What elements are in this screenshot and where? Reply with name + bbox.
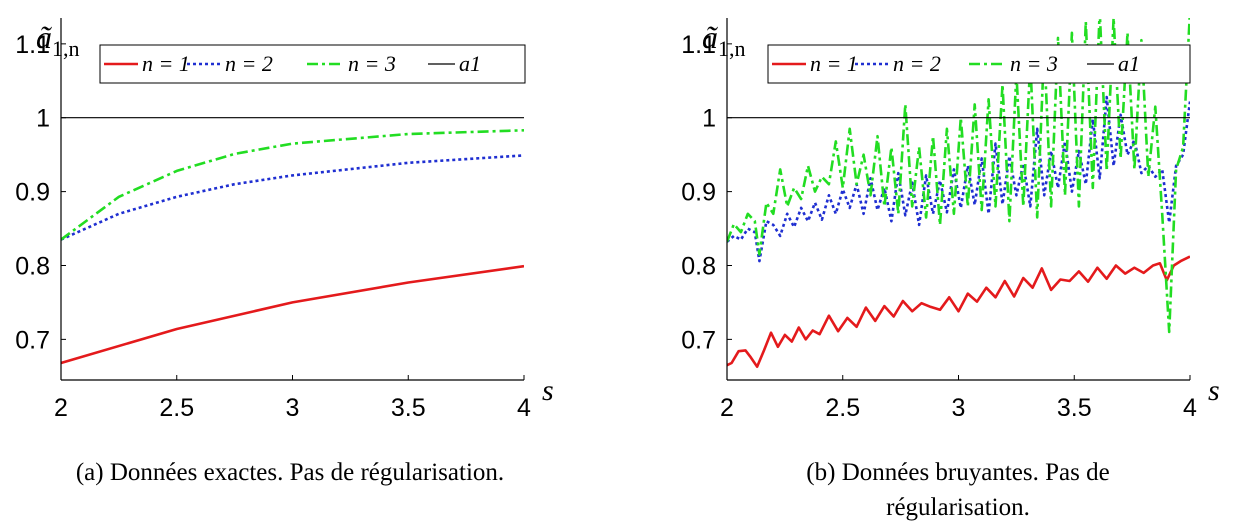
y-tick-label: 0.7 [681, 326, 716, 354]
series-line-n-1 [727, 255, 1190, 369]
series-line-n-3 [727, 18, 1190, 334]
y-tick-label: 0.8 [681, 252, 716, 280]
y-tick-label: 0.7 [15, 326, 50, 354]
y-tick-label: 1 [36, 105, 50, 133]
x-tick-label: 3.5 [391, 394, 426, 422]
series-line-n-2 [727, 95, 1190, 263]
y-tick-label: 0.9 [681, 179, 716, 207]
legend-label: a1 [459, 51, 481, 76]
legend-label: n = 1 [810, 51, 858, 76]
x-axis-label: s [542, 374, 554, 407]
plot-area [727, 18, 1190, 369]
x-tick-label: 2 [720, 394, 734, 422]
x-axis-label: s [1208, 374, 1220, 407]
y-label-subscript: 1,n [718, 36, 746, 61]
y-tick-label: 1 [702, 105, 716, 133]
y-tick-label: 1.1 [15, 31, 50, 59]
chart-a-exact-data: 2 2.5 3 3.5 4 0.7 0.8 0.9 1 1.1ã1,n s n = 1 n = 2 n =… [15, 18, 554, 486]
x-tick-label: 2.5 [159, 394, 194, 422]
y-tick-label: 1.1 [681, 31, 716, 59]
y-tick-label: 0.8 [15, 252, 50, 280]
chart-caption: régularisation. [886, 494, 1030, 521]
x-tick-label: 2 [54, 394, 68, 422]
y-label-subscript: 1,n [52, 36, 80, 61]
x-tick-label: 3 [952, 394, 966, 422]
chart-caption: (a) Données exactes. Pas de régularisati… [76, 459, 504, 486]
legend-label: n = 2 [893, 51, 941, 76]
chart-b-noisy-data: 2 2.5 3 3.5 4 0.7 0.8 0.9 1 1.1ã1,n s n = 1 n = 2 n =… [681, 18, 1220, 521]
x-tick-label: 3.5 [1057, 394, 1092, 422]
x-tick-label: 4 [517, 394, 531, 422]
chart-caption: (b) Données bruyantes. Pas de [806, 459, 1109, 486]
legend-label: n = 1 [142, 51, 190, 76]
series-line-n-3 [61, 129, 524, 241]
legend-label: n = 3 [1010, 51, 1058, 76]
y-label-base: ã [702, 19, 718, 55]
legend-label: n = 3 [348, 51, 396, 76]
plot-area [61, 117, 524, 365]
y-axis-label: ã1,n [36, 19, 80, 61]
x-tick-label: 3 [286, 394, 300, 422]
x-tick-label: 4 [1183, 394, 1197, 422]
y-label-base: ã [36, 19, 52, 55]
legend-label: a1 [1118, 51, 1140, 76]
legend-label: n = 2 [225, 51, 273, 76]
y-axis-label: ã1,n [702, 19, 746, 61]
x-tick-label: 2.5 [825, 394, 860, 422]
series-line-n-2 [61, 154, 524, 241]
series-line-n-1 [61, 264, 524, 365]
y-tick-label: 0.9 [15, 179, 50, 207]
